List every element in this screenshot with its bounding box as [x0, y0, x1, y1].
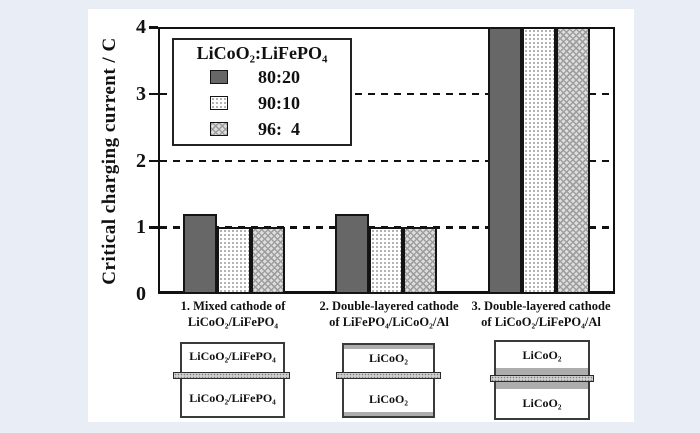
- diagram2-foil-strip: [336, 372, 441, 379]
- y-tick-label-1: 1: [136, 216, 146, 239]
- legend-label: 96: 4: [258, 118, 300, 139]
- x-category-line2: LiCoO₂/LiFePO₄: [187, 314, 279, 329]
- legend-entry-80:20: 80:20: [174, 64, 350, 90]
- diagram3-top-layer-label: LiCoO₂: [522, 348, 562, 362]
- bar-group3-96: 4: [556, 27, 590, 294]
- legend-swatch-pat-hatch: [210, 122, 228, 136]
- x-category-line1: 3. Double-layered cathode: [471, 299, 611, 313]
- x-category-line1: 1. Mixed cathode of: [180, 299, 286, 313]
- gridline-y2: [160, 159, 613, 162]
- legend-entry-90:10: 90:10: [174, 90, 350, 116]
- legend-swatch-pat-dots: [210, 96, 228, 110]
- y-tick-label-0: 0: [136, 283, 146, 305]
- bar-group1-80:20: [183, 213, 217, 294]
- diagram1-bottom-layer-label: LiCoO₂/LiFePO₄: [189, 391, 276, 405]
- diagram3-lower-band: [496, 382, 588, 389]
- diagram1-top-layer-label: LiCoO₂/LiFePO₄: [189, 349, 276, 363]
- y-tick-label-4: 4: [136, 16, 146, 38]
- diagram2-bottom-band: [344, 412, 433, 416]
- x-category-line2: of LiCoO₂/LiFePO₄/Al: [481, 314, 601, 329]
- x-category-label-1: 1. Mixed cathode of LiCoO₂/LiFePO₄: [145, 299, 321, 330]
- plot-area: [158, 27, 615, 294]
- legend-title: LiCoO₂:LiFePO₄: [196, 43, 328, 63]
- legend-rows: 80:20 90:10 96: 4: [174, 64, 350, 142]
- x-category-line1: 2. Double-layered cathode: [319, 299, 459, 313]
- y-tick-label-3: 3: [136, 82, 146, 105]
- diagram-double-layer-outer: [342, 343, 435, 418]
- bar-group2-96: 4: [403, 227, 437, 294]
- diagram2-top-band: [344, 345, 433, 349]
- diagram3-upper-band: [496, 368, 588, 375]
- y-tick-label-2: 2: [136, 149, 146, 172]
- diagram2-top-layer-label: LiCoO₂: [369, 351, 408, 365]
- legend-swatch-pat-solid: [210, 70, 228, 84]
- x-category-line2: of LiFePO₄/LiCoO₂/Al: [329, 314, 449, 329]
- bar-group1-90:10: [217, 227, 251, 294]
- y-tick-mark-1: [149, 226, 158, 229]
- gridline-y3: [160, 92, 613, 96]
- bar-group2-80:20: [335, 213, 369, 294]
- bar-group3-80:20: [488, 27, 522, 294]
- y-tick-mark-4: [149, 26, 158, 29]
- diagram1-foil-strip: [173, 372, 290, 379]
- x-category-label-2: 2. Double-layered cathode of LiFePO₄/LiCo…: [301, 299, 477, 330]
- legend: LiCoO₂:LiFePO₄ 80:20 90:10 96: 4: [172, 38, 352, 146]
- bar-group3-90:10: [522, 27, 556, 294]
- x-category-label-3: 3. Double-layered cathode of LiCoO₂/LiFeP…: [453, 299, 629, 330]
- y-tick-mark-3: [149, 92, 158, 96]
- diagram3-bottom-layer-label: LiCoO₂: [522, 396, 562, 410]
- diagram3-foil-strip: [490, 375, 594, 382]
- diagram2-bottom-layer-label: LiCoO₂: [369, 392, 408, 406]
- diagram-mixed-cathode: [180, 342, 285, 418]
- legend-label: 90:10: [258, 92, 300, 113]
- legend-entry-96:4: 96: 4: [174, 116, 350, 142]
- y-tick-mark-2: [149, 159, 158, 162]
- bar-group1-96: 4: [251, 227, 285, 294]
- legend-label: 80:20: [258, 66, 300, 87]
- bar-group2-90:10: [369, 227, 403, 294]
